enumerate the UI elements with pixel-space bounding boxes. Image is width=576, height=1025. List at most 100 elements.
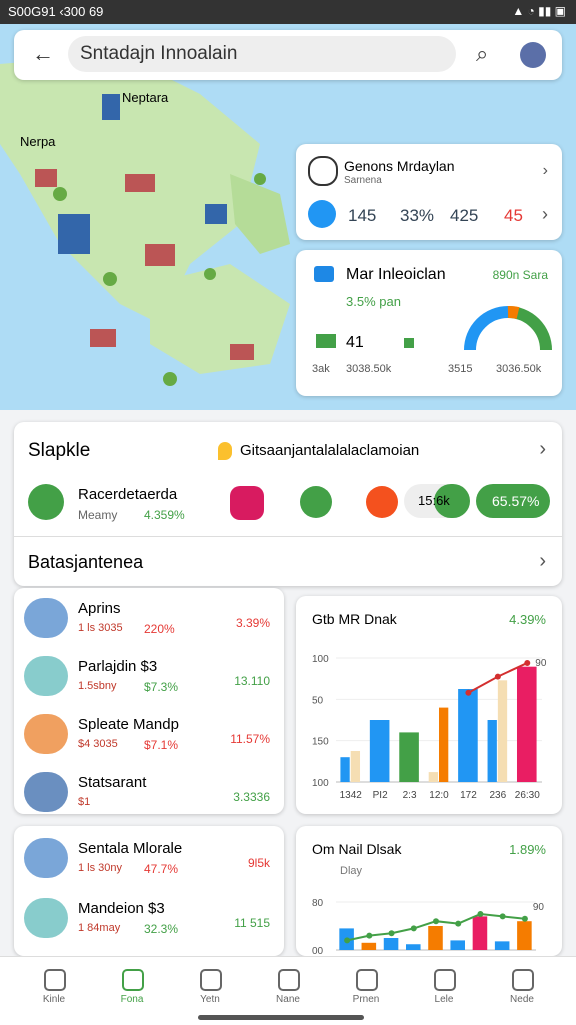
chart-card: Gtb MR Dnak 4.39% 100 50 150 100 1342 PI2 2:3 12:… (296, 596, 562, 814)
item-value: 11 515 (234, 916, 270, 930)
nav-icon[interactable] (122, 969, 144, 991)
badge: 890n Sara (492, 268, 548, 282)
bar (517, 921, 532, 950)
item-title: Racerdetaerda (78, 486, 178, 503)
item-sub: $1 (78, 796, 91, 808)
y-label: 80 (312, 898, 324, 909)
item-sub: 1 ls 3035 (78, 622, 123, 634)
trend-point (410, 925, 417, 932)
chart-subtitle: Dlay (340, 865, 363, 877)
bar (406, 944, 421, 950)
y-label: 00 (312, 946, 324, 956)
bar (340, 757, 350, 782)
footer: 3038.50k (346, 363, 392, 375)
list-card: Aprins 1 ls 3035 220% 3.39% Parlajdin $3 1.5s… (14, 588, 284, 814)
bar (383, 938, 399, 950)
trend-point (521, 915, 528, 922)
title: Mar Inleoiclan (346, 266, 446, 283)
bar (450, 940, 465, 950)
bar (472, 916, 488, 950)
map-label: Neptara (122, 90, 169, 105)
y-label: 100 (312, 778, 329, 789)
item-value: 11.57% (230, 732, 270, 746)
item-icon (24, 656, 68, 696)
nav-label: Fona (120, 994, 144, 1005)
item-pct: 220% (144, 622, 175, 636)
item-pct: 47.7% (144, 862, 179, 876)
item-sub: 1 ls 30ny (78, 862, 123, 874)
trend-point (494, 673, 501, 680)
bar (497, 680, 508, 782)
count: 41 (346, 334, 364, 351)
bar (494, 941, 510, 950)
time: S00G91 ‹300 69 (8, 4, 104, 19)
stat: 45 (504, 206, 523, 225)
trend-point (524, 659, 531, 666)
item-icon (24, 898, 68, 938)
item-name: Spleate Mandp (78, 716, 179, 733)
nav-label: Lele (434, 994, 454, 1005)
chip[interactable]: 65.57% (492, 493, 540, 509)
bar (428, 926, 443, 950)
bar (428, 772, 438, 782)
item-icon (24, 598, 68, 638)
nav-icon[interactable] (278, 969, 300, 991)
summary-card[interactable]: Genons Mrdaylan Sarnena › 145 33% 425 45… (296, 144, 562, 240)
section-card: Slapkle Gitsaanjantalalalaclamoian › Rac… (14, 422, 562, 586)
item-pct: 32.3% (144, 922, 179, 936)
section-subtitle: Batasjantenea (28, 552, 144, 572)
stat: 425 (450, 206, 479, 225)
item-name: Mandeion $3 (78, 900, 165, 917)
bar (369, 720, 390, 782)
bar (350, 751, 361, 782)
item-value: 3.3336 (233, 790, 270, 804)
nav-icon[interactable] (512, 969, 534, 991)
search-text: Sntadajn Innoalain (80, 43, 238, 64)
bar (439, 707, 449, 782)
nav-icon[interactable] (44, 969, 66, 991)
stat: 145 (348, 206, 377, 225)
trend-point (477, 911, 484, 917)
subtitle: Sarnena (344, 175, 382, 186)
nav-icon[interactable] (434, 969, 456, 991)
x-label: 12:0 (429, 790, 449, 801)
item-name: Parlajdin $3 (78, 658, 158, 675)
trend-point (344, 937, 351, 944)
nav-label: Nede (510, 994, 534, 1005)
item-name: Sentala Mlorale (78, 840, 183, 857)
chart-title: Gtb MR Dnak (312, 611, 398, 627)
item-pct: $7.1% (144, 738, 179, 752)
bar (361, 942, 377, 950)
location[interactable]: Gitsaanjantalalalaclamoian (240, 442, 420, 459)
x-label: 26:30 (515, 790, 540, 801)
nav-icon[interactable] (200, 969, 222, 991)
nav-bar: Kinle Fona Yetn Nane Prnen Lele Nede (0, 956, 576, 1025)
status-bar: S00G91 ‹300 69 ▲ ◔ ▮▮ ▣ (0, 0, 576, 24)
bar (487, 720, 497, 782)
search-bar[interactable]: ← Sntadajn Innoalain ⌕ (14, 30, 562, 80)
item-icon (24, 838, 68, 878)
change: 3.5% pan (346, 294, 401, 309)
trend-point (499, 913, 506, 920)
chart-badge: 4.39% (509, 612, 546, 627)
nav-icon[interactable] (356, 969, 378, 991)
gauge (464, 305, 552, 351)
x-label: 2:3 (403, 790, 417, 801)
gauge-card[interactable]: Mar Inleoiclan 890n Sara 3.5% pan 41 3ak… (296, 250, 562, 396)
trend-point (366, 932, 373, 939)
footer: 3036.50k (496, 363, 542, 375)
trend-point (465, 689, 472, 696)
x-label: 172 (460, 790, 477, 801)
y-label: 100 (312, 654, 329, 665)
item-sub: 1 84may (78, 922, 121, 934)
trend-point (388, 930, 395, 937)
chip[interactable]: 15:6k (418, 493, 450, 508)
item-value: 9l5k (247, 856, 270, 870)
nav-label: Yetn (200, 994, 220, 1005)
list-card: Sentala Mlorale 1 ls 30ny 47.7% 9l5k Mandeio… (14, 826, 284, 956)
item-sub: Meamy (78, 508, 118, 522)
x-label: 1342 (340, 790, 363, 801)
nav-label: Nane (276, 994, 300, 1005)
item-value: 3.39% (235, 616, 270, 630)
